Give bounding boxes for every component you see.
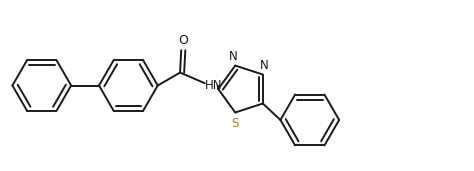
Text: S: S: [232, 117, 239, 130]
Text: N: N: [260, 59, 269, 72]
Text: HN: HN: [205, 79, 223, 92]
Text: N: N: [229, 50, 238, 63]
Text: O: O: [179, 34, 189, 47]
